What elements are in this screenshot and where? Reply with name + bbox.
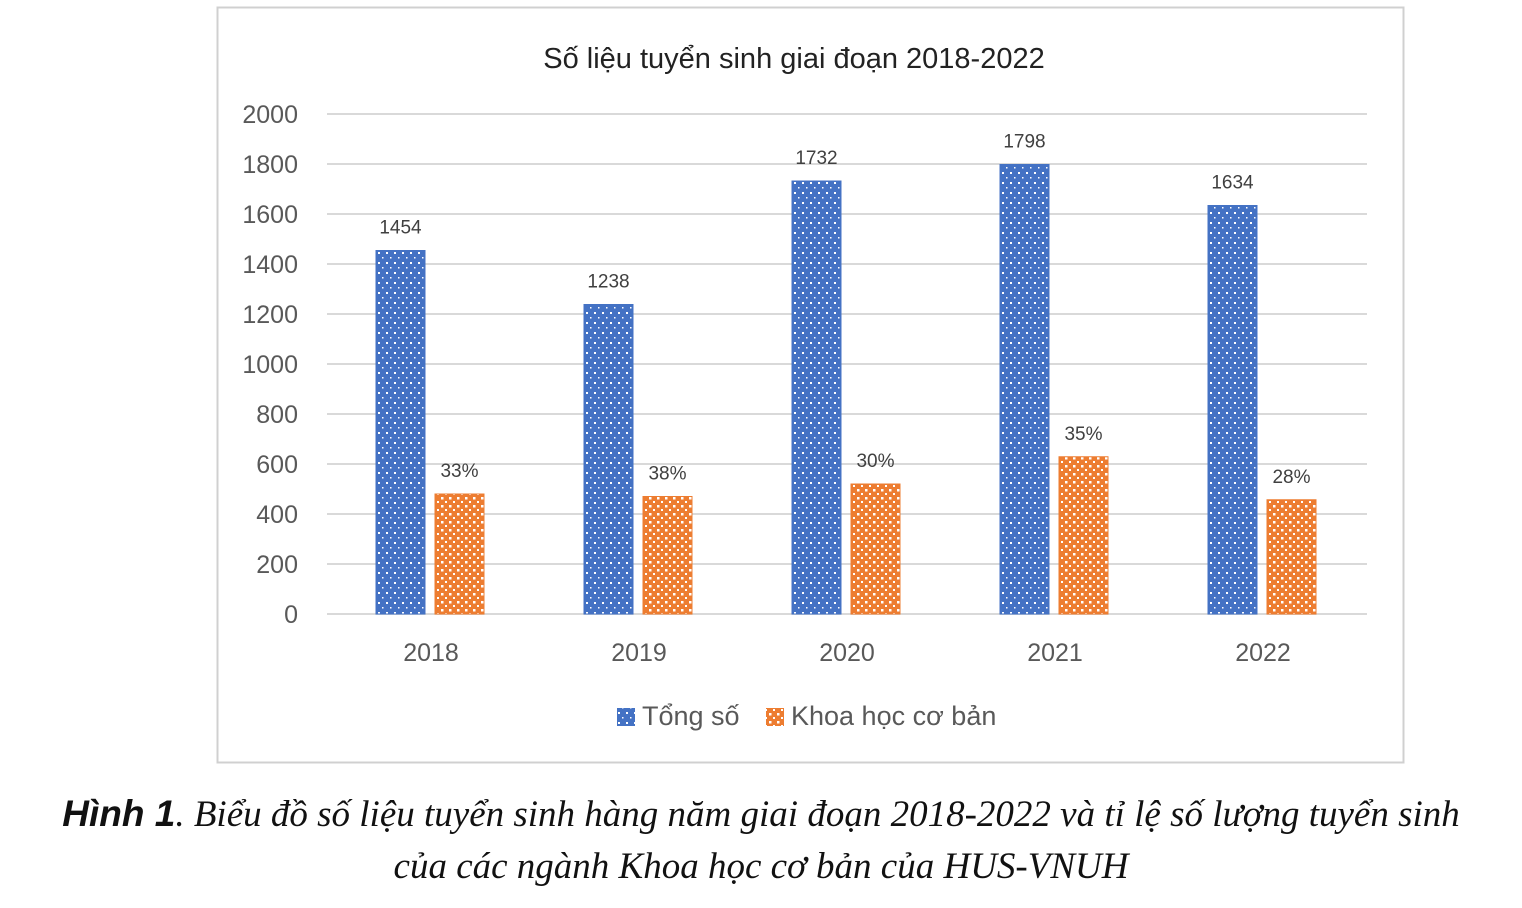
bar-tong-so xyxy=(375,250,426,615)
data-label: 33% xyxy=(440,461,478,482)
x-tick-label: 2020 xyxy=(819,639,875,667)
data-label: 28% xyxy=(1272,467,1310,488)
chart-title: Số liệu tuyển sinh giai đoạn 2018-2022 xyxy=(543,43,1044,75)
data-label: 1798 xyxy=(1003,132,1045,153)
figure-caption: Hình 1. Biểu đồ số liệu tuyển sinh hàng … xyxy=(0,788,1522,893)
bar-chart: Số liệu tuyển sinh giai đoạn 2018-2022 0… xyxy=(216,6,1405,764)
bar-khoa-hoc-co-ban xyxy=(1058,456,1109,615)
x-tick-label: 2019 xyxy=(611,639,667,667)
x-tick-label: 2021 xyxy=(1027,639,1083,667)
legend-swatch xyxy=(766,708,784,726)
bar-tong-so xyxy=(1207,205,1258,615)
data-label: 1732 xyxy=(795,148,837,169)
y-tick-label: 400 xyxy=(256,501,298,529)
data-label: 38% xyxy=(648,464,686,485)
data-label: 35% xyxy=(1064,424,1102,445)
bar-khoa-hoc-co-ban xyxy=(850,483,901,615)
y-tick-label: 1600 xyxy=(242,201,298,229)
y-tick-label: 1200 xyxy=(242,301,298,329)
y-tick-label: 600 xyxy=(256,451,298,479)
y-tick-label: 1800 xyxy=(242,151,298,179)
x-tick-label: 2018 xyxy=(403,639,459,667)
y-tick-label: 800 xyxy=(256,401,298,429)
bar-tong-so xyxy=(583,304,634,615)
y-tick-label: 200 xyxy=(256,551,298,579)
data-label: 1634 xyxy=(1211,173,1254,194)
legend-label: Khoa học cơ bản xyxy=(791,701,996,731)
data-label: 30% xyxy=(856,451,894,472)
bar-tong-so xyxy=(999,164,1050,615)
x-tick-label: 2022 xyxy=(1235,639,1291,667)
bar-khoa-hoc-co-ban xyxy=(434,493,485,615)
data-label: 1238 xyxy=(587,272,629,293)
y-tick-label: 2000 xyxy=(242,101,298,129)
figure-label: Hình 1 xyxy=(62,793,176,834)
bar-khoa-hoc-co-ban xyxy=(1266,499,1317,615)
y-tick-label: 1000 xyxy=(242,351,298,379)
legend-swatch xyxy=(617,708,635,726)
data-label: 1454 xyxy=(379,218,422,239)
legend-label: Tổng số xyxy=(642,701,740,731)
bar-tong-so xyxy=(791,180,842,615)
y-tick-label: 1400 xyxy=(242,251,298,279)
caption-line-1: . Biểu đồ số liệu tuyển sinh hàng năm gi… xyxy=(175,794,1460,835)
y-tick-label: 0 xyxy=(284,601,298,629)
caption-line-2: của các ngành Khoa học cơ bản của HUS-VN… xyxy=(393,846,1129,887)
bar-khoa-hoc-co-ban xyxy=(642,496,693,615)
